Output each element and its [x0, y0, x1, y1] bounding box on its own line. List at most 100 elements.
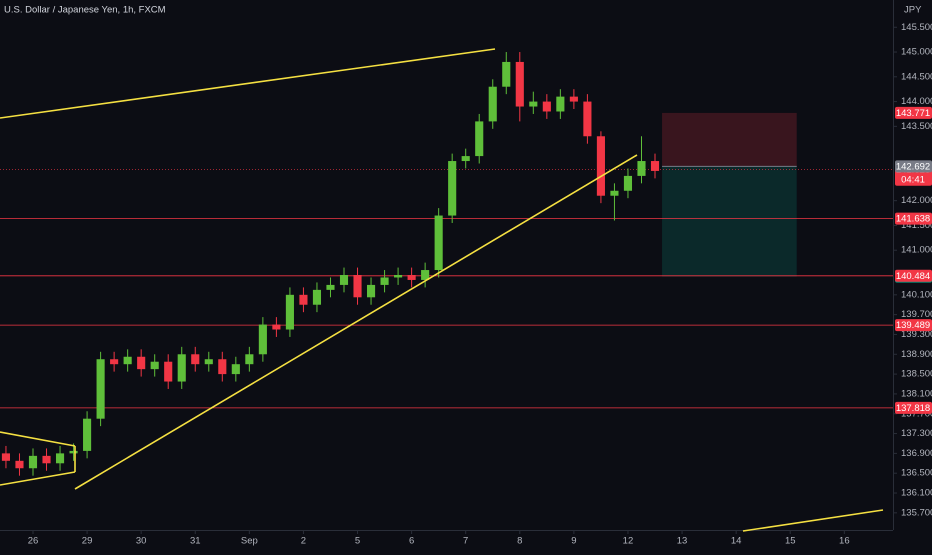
- candle-body: [42, 455, 51, 464]
- candle-body: [285, 294, 294, 330]
- candle-body: [596, 136, 605, 196]
- trend-line: [0, 48, 496, 119]
- y-tick-label: 136.500: [901, 468, 932, 479]
- candle-body: [515, 61, 524, 107]
- candle-body: [448, 161, 457, 216]
- x-tick-label: 8: [517, 536, 522, 547]
- y-tick-label: 142.000: [901, 195, 932, 206]
- y-tick-label: 141.500: [901, 220, 932, 231]
- candle-body: [610, 190, 619, 196]
- x-tick-label: 16: [839, 536, 850, 547]
- candle-body: [83, 418, 92, 451]
- stop-tag: [895, 106, 932, 119]
- x-tick-label: 13: [677, 536, 688, 547]
- stop-zone: [662, 112, 797, 167]
- candle-body: [299, 294, 308, 305]
- x-tick-label: 7: [463, 536, 468, 547]
- level-tag: [895, 212, 932, 225]
- countdown-label: 04:41: [901, 175, 925, 186]
- candle-body: [380, 277, 389, 285]
- y-tick-label: 138.500: [901, 369, 932, 380]
- candle-body: [569, 96, 578, 102]
- y-tick-label: 144.000: [901, 96, 932, 107]
- y-tick-label: 138.900: [901, 349, 932, 360]
- trend-lines: [0, 48, 884, 532]
- candle-body: [312, 289, 322, 305]
- x-tick-label: 2: [301, 536, 306, 547]
- candle-body: [394, 275, 403, 278]
- y-tick-label: 145.000: [901, 47, 932, 58]
- x-tick-label: 29: [82, 536, 93, 547]
- y-tick-label: 139.700: [901, 309, 932, 320]
- x-tick-label: 15: [785, 536, 796, 547]
- candle-body: [204, 359, 213, 365]
- x-tick-label: 26: [28, 536, 39, 547]
- candle-body: [529, 101, 538, 107]
- candle-body: [556, 96, 565, 112]
- x-tick-label: 6: [409, 536, 414, 547]
- entry-tag-label: 142.692: [896, 161, 930, 172]
- candle-body: [258, 324, 267, 355]
- candle-body: [434, 215, 443, 271]
- level-tag-label: 140.484: [896, 271, 930, 282]
- candle-body: [123, 356, 132, 365]
- y-tick-label: 141.000: [901, 245, 932, 256]
- candle-body: [326, 284, 335, 290]
- candle-body: [137, 356, 146, 370]
- candle-body: [502, 61, 511, 87]
- y-tick-label: 139.300: [901, 329, 932, 340]
- candle-body: [177, 354, 186, 382]
- candle-body: [191, 354, 200, 365]
- candle-body: [421, 270, 430, 280]
- trend-line: [0, 471, 76, 486]
- candle-body: [461, 156, 470, 162]
- candle-body: [96, 359, 105, 419]
- candle-body: [475, 121, 484, 157]
- y-tick-label: 136.900: [901, 448, 932, 459]
- entry-tag: [895, 160, 932, 173]
- y-tick-label: 144.500: [901, 71, 932, 82]
- candle-body: [650, 161, 660, 171]
- candle-body: [542, 101, 551, 112]
- candle-body: [231, 364, 240, 375]
- y-tick-label: 138.100: [901, 388, 932, 399]
- candle-body: [245, 354, 254, 365]
- x-tick-label: 12: [623, 536, 634, 547]
- y-tick-label: 145.500: [901, 22, 932, 33]
- x-tick-label: 30: [136, 536, 147, 547]
- candle-body: [15, 460, 24, 469]
- stop-tag-label: 143.771: [896, 108, 930, 119]
- candle-body: [164, 361, 173, 382]
- level-tag-label: 141.638: [896, 214, 930, 225]
- candle-body: [637, 161, 646, 176]
- candle-body: [366, 284, 376, 298]
- candle-body: [407, 275, 416, 280]
- candle-body: [55, 453, 65, 464]
- candle-body: [150, 361, 159, 370]
- level-tag: [895, 401, 932, 414]
- candle-body: [218, 359, 227, 375]
- trend-line: [74, 154, 638, 490]
- candle-body: [339, 275, 349, 285]
- candle-body: [488, 86, 497, 122]
- candle-body: [353, 275, 362, 298]
- chart-title: U.S. Dollar / Japanese Yen, 1h, FXCM: [4, 5, 166, 16]
- x-tick-label: Sep: [241, 536, 258, 547]
- x-tick-label: 14: [731, 536, 742, 547]
- trend-line: [0, 431, 76, 447]
- level-tag: [895, 319, 932, 332]
- trend-line: [742, 509, 884, 532]
- currency-label: JPY: [904, 5, 922, 16]
- candle-body: [272, 324, 281, 330]
- x-tick-label: 9: [571, 536, 576, 547]
- x-tick-label: 5: [355, 536, 360, 547]
- level-tag-label: 137.818: [896, 403, 930, 414]
- candle-body: [110, 359, 119, 365]
- y-tick-label: 135.700: [901, 507, 932, 518]
- level-tag-label: 139.489: [896, 320, 930, 331]
- target-zone: [662, 166, 797, 277]
- candle-body: [69, 450, 78, 454]
